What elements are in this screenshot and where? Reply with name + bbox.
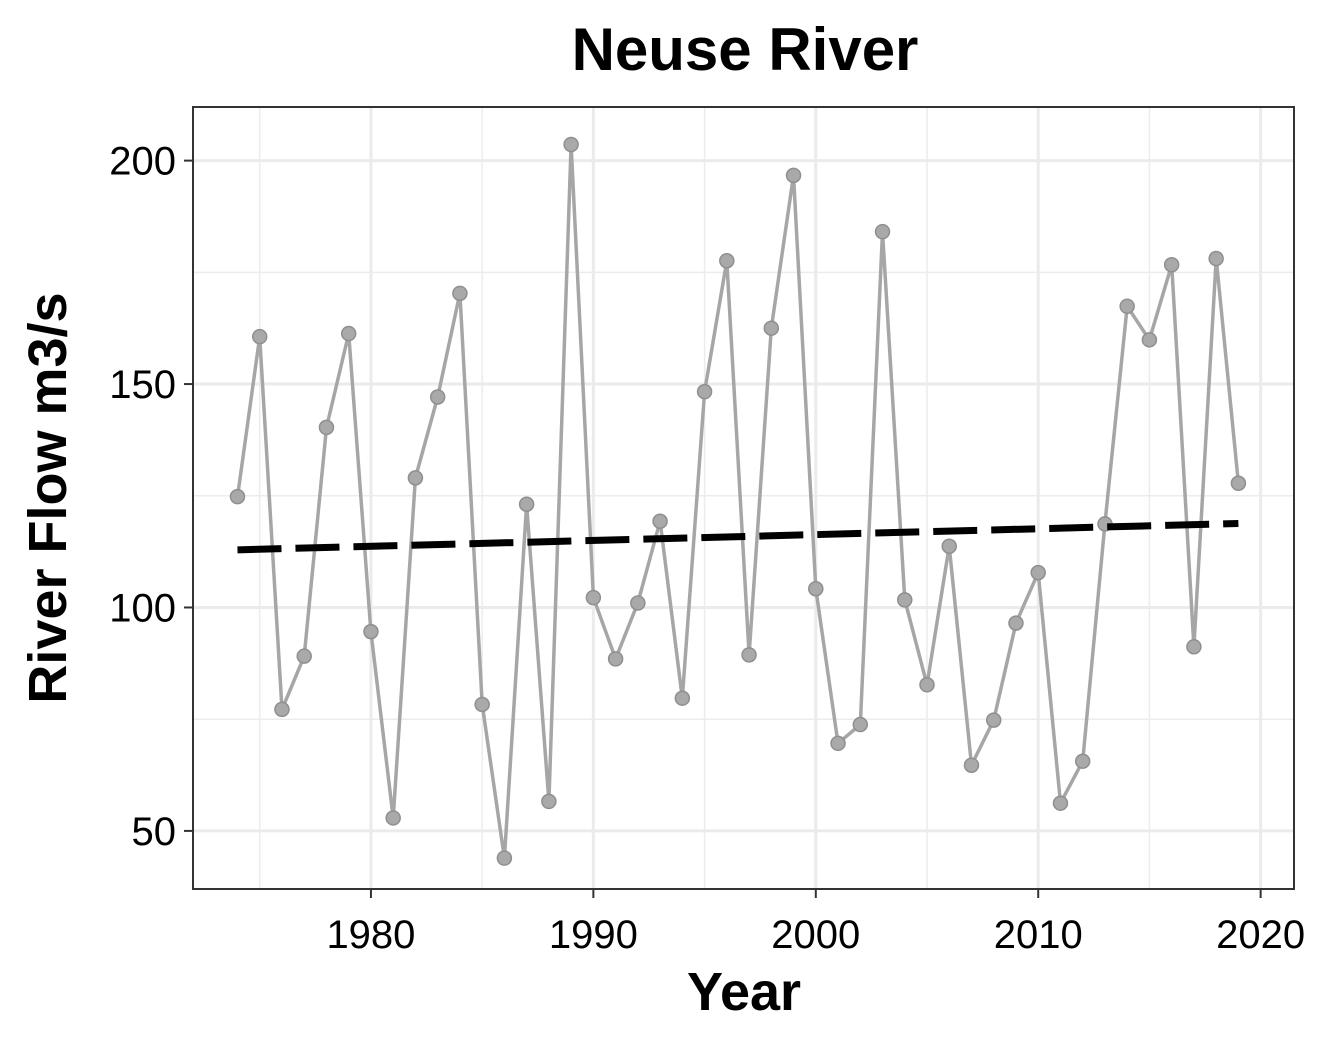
data-point — [830, 735, 846, 752]
data-point — [318, 419, 335, 436]
x-tick-label: 2000 — [771, 913, 860, 957]
data-point — [452, 285, 468, 302]
x-tick-label: 1990 — [549, 913, 638, 957]
y-tick-label: 100 — [109, 586, 176, 630]
data-point — [919, 677, 935, 693]
data-point — [652, 513, 668, 529]
plot-background — [193, 107, 1294, 889]
series-layer — [229, 136, 1247, 866]
data-point — [630, 595, 646, 611]
data-point — [763, 320, 780, 336]
data-point — [1030, 564, 1046, 581]
data-point — [385, 810, 401, 826]
x-tick-label: 1980 — [326, 913, 415, 957]
x-axis: 1980 1990 2000 2010 2020 — [326, 889, 1305, 957]
data-point — [719, 252, 735, 269]
data-point — [1119, 298, 1135, 315]
data-point — [563, 136, 579, 153]
data-point — [808, 580, 824, 597]
data-point — [585, 589, 602, 606]
data-point — [1186, 639, 1202, 655]
data-point — [474, 696, 490, 713]
trend-line — [237, 519, 1239, 554]
data-point — [496, 850, 513, 866]
data-point — [274, 701, 290, 718]
data-point — [296, 648, 312, 664]
data-point — [429, 389, 446, 405]
y-tick-label: 50 — [132, 810, 177, 854]
data-point — [251, 328, 268, 345]
data-point — [1141, 332, 1158, 348]
data-point — [340, 325, 357, 342]
data-point — [1008, 615, 1024, 631]
data-point — [229, 488, 246, 505]
data-point — [607, 651, 624, 667]
observed-flow-line — [235, 142, 1241, 860]
data-point — [874, 223, 891, 240]
plot-panel-border — [192, 106, 1295, 890]
x-tick-label: 2020 — [1216, 913, 1305, 957]
grid-major — [193, 107, 1294, 889]
data-point — [674, 690, 691, 706]
data-point — [1052, 795, 1069, 811]
x-tick-label: 2010 — [994, 913, 1083, 957]
data-point — [897, 592, 913, 608]
data-point — [541, 793, 557, 810]
y-axis: 50 100 150 200 — [109, 140, 193, 854]
data-point — [1208, 250, 1224, 267]
grid-minor — [193, 107, 1294, 889]
y-axis-label: River Flow m3/s — [18, 292, 78, 703]
data-point — [407, 470, 424, 486]
data-point — [785, 167, 802, 184]
data-point — [518, 496, 535, 513]
data-point — [696, 383, 713, 400]
data-point — [1074, 753, 1091, 769]
chart-title: Neuse River — [572, 16, 919, 83]
data-point — [852, 716, 869, 733]
data-point — [941, 538, 957, 555]
data-point — [741, 647, 757, 663]
data-point — [963, 757, 980, 773]
y-tick-label: 150 — [109, 363, 176, 407]
data-point — [1163, 256, 1180, 273]
data-point — [985, 712, 1002, 728]
data-point — [1230, 475, 1247, 492]
data-point — [363, 623, 379, 640]
x-axis-label: Year — [687, 962, 801, 1022]
y-tick-label: 200 — [109, 140, 176, 184]
